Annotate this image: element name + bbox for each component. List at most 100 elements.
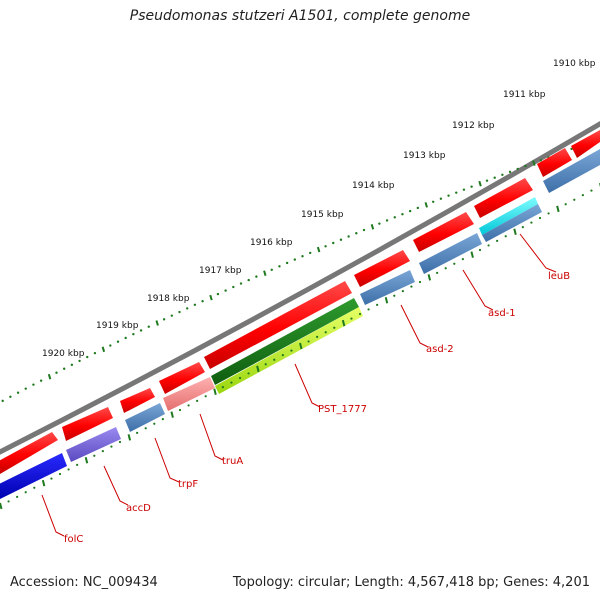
ruler-dot: [178, 310, 181, 314]
position-label: 1917 kbp: [199, 266, 242, 276]
ruler-major-tick: [478, 180, 482, 187]
cds-bar[interactable]: [125, 403, 165, 432]
ruler-dot: [9, 395, 12, 398]
cds-bar[interactable]: [0, 453, 67, 499]
ruler-dot: [416, 206, 420, 210]
inner-dot: [290, 349, 293, 352]
cds-bar[interactable]: [479, 197, 538, 235]
inner-major-tick: [470, 251, 474, 258]
gene-arrow[interactable]: [571, 130, 600, 158]
inner-major-tick: [299, 342, 303, 350]
inner-dot: [376, 303, 379, 306]
cds-bar[interactable]: [482, 204, 542, 242]
ruler-dot: [32, 383, 35, 386]
ruler-dot: [1, 399, 4, 403]
ruler-dot: [162, 318, 166, 321]
inner-dot: [496, 239, 499, 242]
ruler-dot: [216, 292, 220, 296]
ruler-dot: [139, 329, 143, 332]
inner-dot: [93, 454, 96, 457]
position-label: 1911 kbp: [503, 90, 546, 100]
ruler-dot: [493, 176, 496, 179]
genome-backbone: [0, 120, 600, 455]
gene-label: accD: [126, 503, 151, 514]
inner-major-tick: [127, 434, 132, 441]
gene-label: asd-2: [426, 344, 454, 355]
inner-dot: [153, 422, 156, 425]
ruler-dot: [332, 241, 335, 245]
ruler-dot: [62, 367, 66, 370]
ruler-dot: [539, 159, 543, 162]
inner-ticks: [0, 183, 600, 510]
ruler-dot: [93, 351, 97, 355]
inner-dot: [316, 335, 319, 338]
inner-dot: [50, 477, 53, 480]
gene-arrow[interactable]: [537, 148, 572, 177]
inner-major-tick: [170, 411, 174, 418]
ruler-major-tick: [155, 320, 159, 326]
ruler-major-tick: [316, 246, 321, 253]
forward-strand-track: [0, 130, 600, 474]
ruler-dot: [116, 340, 120, 343]
ruler-dot: [362, 228, 366, 232]
gene-label: folC: [64, 534, 83, 545]
ruler-major-tick: [532, 160, 536, 166]
position-label: 1914 kbp: [352, 181, 395, 191]
inner-major-tick: [41, 479, 46, 487]
cds-bar[interactable]: [211, 298, 359, 385]
gene-arrow[interactable]: [413, 212, 474, 252]
position-label: 1915 kbp: [301, 210, 344, 220]
inner-dot: [573, 198, 576, 201]
ruler-dot: [247, 278, 250, 282]
ruler-dot: [301, 255, 304, 258]
gene-arrow[interactable]: [62, 407, 113, 441]
cds-bar[interactable]: [419, 233, 482, 274]
ruler-dot: [455, 191, 458, 194]
ruler-dot: [355, 232, 358, 235]
inner-major-tick: [341, 319, 346, 327]
inner-major-tick: [384, 297, 389, 304]
inner-major-tick: [556, 205, 560, 213]
inner-dot: [547, 212, 550, 215]
cds-bar[interactable]: [360, 270, 415, 305]
cds-bar[interactable]: [543, 149, 600, 193]
ruler-dot: [147, 325, 150, 328]
position-label: 1916 kbp: [250, 238, 293, 248]
ruler-dot: [293, 258, 297, 261]
inner-dot: [530, 221, 533, 224]
gene-arrow[interactable]: [474, 178, 533, 218]
ruler-dot: [55, 371, 58, 374]
inner-dot: [444, 267, 447, 270]
inner-dot: [221, 386, 224, 389]
gene-arrow[interactable]: [0, 432, 58, 474]
gene-arrow[interactable]: [204, 281, 352, 369]
ruler-dot: [524, 164, 527, 168]
ruler-dot: [278, 265, 281, 268]
position-label: 1913 kbp: [403, 151, 446, 161]
cds-bar[interactable]: [66, 427, 121, 462]
inner-dot: [333, 326, 336, 329]
inner-major-tick: [84, 457, 89, 464]
inner-dot: [144, 427, 147, 430]
ruler-dot: [470, 185, 473, 188]
inner-dot: [367, 308, 370, 311]
gene-arrow[interactable]: [120, 388, 155, 413]
accession-label: Accession: NC_009434: [10, 575, 158, 590]
position-labels: 1910 kbp 1911 kbp 1912 kbp 1913 kbp 1914 kbp…: [42, 59, 596, 359]
inner-dot: [401, 290, 404, 293]
inner-dot: [350, 317, 353, 320]
inner-dot: [581, 194, 584, 197]
gene-label: truA: [222, 456, 243, 467]
gene-label: asd-1: [488, 308, 516, 319]
inner-dot: [204, 395, 207, 398]
inner-dot: [418, 280, 422, 284]
cds-bar[interactable]: [215, 307, 363, 394]
gene-arrow[interactable]: [159, 362, 205, 394]
gene-labels: leuB asd-1 asd-2 PST_1777 truA trpF accD folC: [64, 271, 570, 545]
gene-arrow[interactable]: [354, 250, 410, 287]
inner-dot: [453, 262, 456, 265]
cds-bar[interactable]: [163, 377, 215, 411]
gene-label: leuB: [548, 271, 570, 282]
ruler-major-tick: [370, 224, 375, 230]
inner-dot: [590, 189, 593, 192]
